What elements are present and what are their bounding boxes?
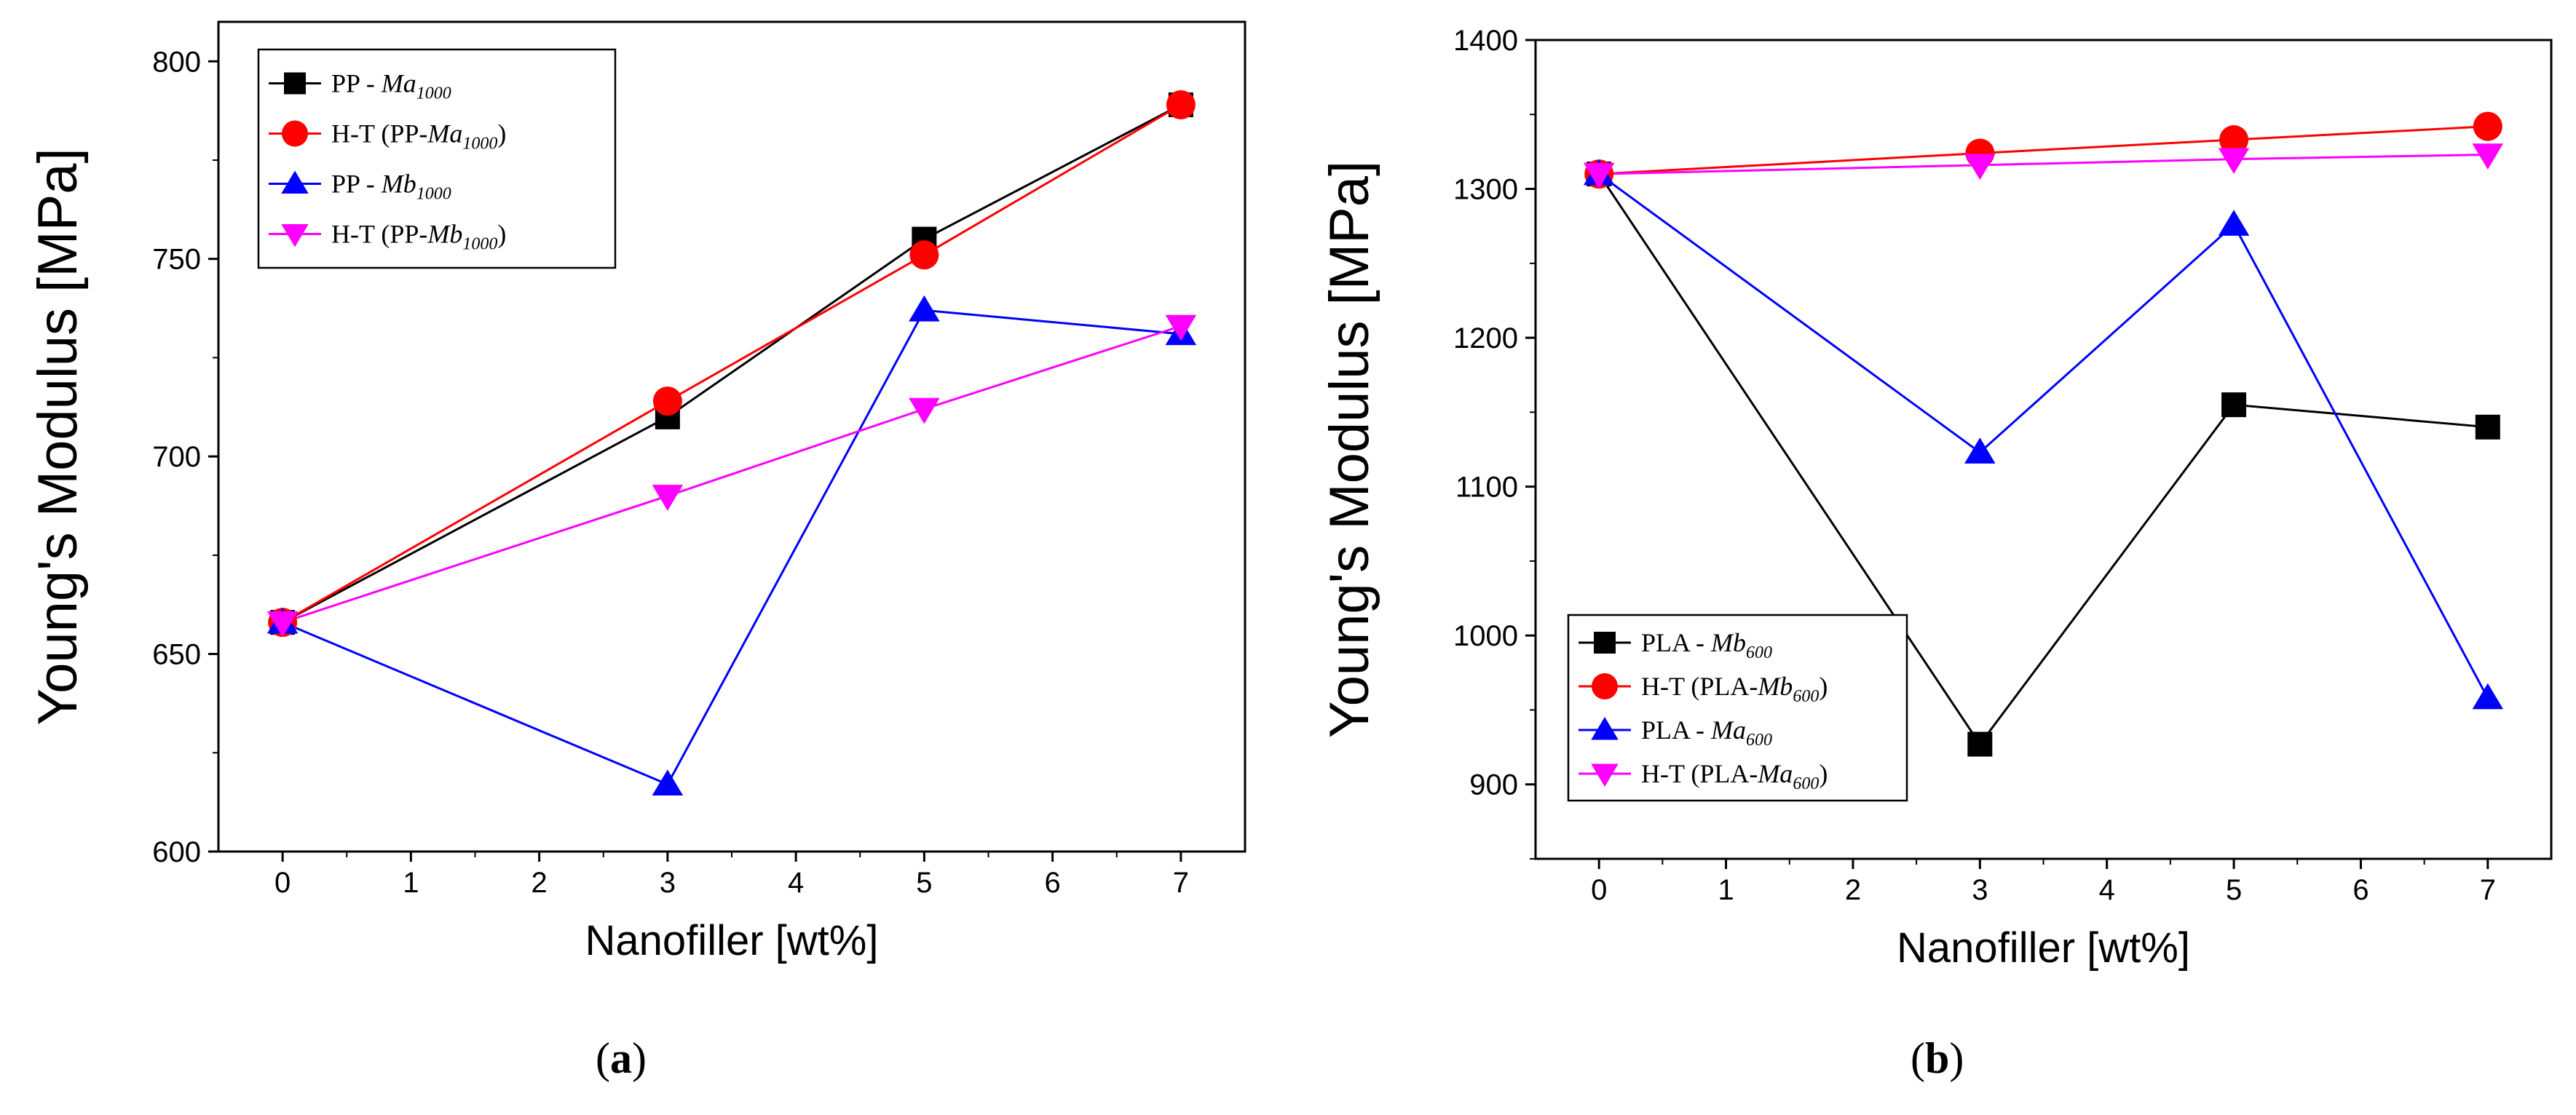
chart-1-series-0-point [2475, 414, 2500, 440]
chart-0-y-tick-label: 800 [152, 46, 201, 78]
chart-0-y-axis-title: Young's Modulus [MPa] [27, 148, 89, 725]
chart-0-x-tick-label: 5 [916, 867, 932, 899]
chart-0-legend-label: PP - Ma1000 [331, 69, 451, 103]
chart-1-legend-marker [1591, 717, 1619, 740]
chart-1-series-3-point [1964, 154, 1996, 180]
chart-0-legend-marker [284, 72, 306, 95]
chart-1-series-2-point [2472, 683, 2504, 710]
chart-1-legend-box [1567, 614, 1908, 802]
chart-1-x-tick-label: 4 [2099, 874, 2115, 906]
chart-1-legend-label: H-T (PLA-Mb600) [1641, 672, 1828, 706]
chart-1-series-0-point [1967, 731, 1993, 757]
chart-1-y-tick-label: 1100 [1455, 472, 1518, 504]
chart-1-y-axis-title: Young's Modulus [MPa] [1319, 161, 1380, 738]
chart-1-series-3-line [1599, 154, 2488, 175]
panel-b-label: (b) [1911, 1034, 1964, 1082]
chart-0-series-1-point [652, 386, 682, 416]
chart-1-series-1-point [2473, 111, 2502, 141]
chart-0-series-1-line [282, 103, 1182, 624]
chart-1-x-tick-label: 6 [2352, 874, 2368, 906]
chart-1-series-3-point [2218, 148, 2250, 175]
chart-1-series-3-point [2472, 143, 2504, 170]
chart-0-series-2-line [282, 309, 1182, 786]
chart-0-x-tick-label: 1 [403, 867, 419, 899]
chart-1-series-2-line [1598, 172, 2489, 699]
chart-0-legend-label: H-T (PP-Mb1000) [331, 220, 506, 254]
chart-1-y-tick-label: 1200 [1453, 322, 1518, 354]
chart-1-series-0-point [2221, 392, 2247, 418]
chart-1-series-1-line [1599, 125, 2488, 175]
chart-0-x-tick-label: 6 [1045, 867, 1061, 899]
chart-1-legend-marker [1591, 763, 1619, 787]
chart-0-x-tick-label: 2 [532, 867, 548, 899]
chart-1-legend-label: PLA - Mb600 [1641, 628, 1772, 662]
chart-0-series-2-point [652, 769, 684, 796]
chart-1-series-2-point [1964, 437, 1996, 464]
chart-1-y-tick-label: 1400 [1453, 25, 1518, 57]
chart-0-y-tick-label: 600 [152, 836, 201, 868]
chart-1-series-0-line [1597, 173, 2488, 747]
chart-1-x-tick-label: 1 [1718, 874, 1734, 906]
chart-panel-a: 0 1 2 3 4 5 6 7 600 650 700 750 800 Nanofiller [wt%] Y… [27, 20, 1246, 1082]
chart-1-x-axis-title: Nanofiller [wt%] [1897, 924, 2190, 972]
chart-1-x-tick-label: 5 [2226, 874, 2242, 906]
chart-0-x-tick-label: 4 [788, 867, 804, 899]
chart-1-legend-marker [1592, 673, 1618, 699]
chart-1-x-tick-label: 7 [2480, 874, 2496, 906]
chart-0-series-3-point [1165, 314, 1197, 341]
chart-1-series-2-point [2218, 210, 2250, 236]
chart-b-svg: 0 1 2 3 4 5 6 7 900 1000 1100 1200 1300 1400 Nanofille… [1319, 25, 2553, 972]
chart-panel-b: 0 1 2 3 4 5 6 7 900 1000 1100 1200 1300 1400 Nanofille… [1288, 0, 2576, 1115]
chart-1-x-tick-label: 2 [1845, 874, 1861, 906]
chart-0-legend-label: H-T (PP-Ma1000) [331, 119, 506, 154]
chart-0-y-tick-label: 750 [152, 244, 201, 276]
chart-0-x-tick-label: 3 [660, 867, 676, 899]
chart-0-legend-marker [281, 224, 309, 247]
chart-a-svg: 0 1 2 3 4 5 6 7 600 650 700 750 800 Nanofiller [wt%] Y… [27, 20, 1246, 964]
chart-1-y-tick-label: 1000 [1453, 620, 1518, 652]
chart-0-series-3-point [266, 611, 299, 638]
chart-0-x-axis-title: Nanofiller [wt%] [585, 917, 879, 964]
chart-0-series-3-point [909, 397, 940, 424]
chart-0-series-2-point [909, 295, 940, 322]
chart-1-y-tick-label: 900 [1469, 769, 1518, 801]
chart-0-series-1-point [909, 240, 939, 270]
chart-0-series-3-point [652, 485, 684, 511]
chart-1-y-tick-label: 1300 [1453, 174, 1518, 206]
chart-0-y-tick-label: 700 [152, 441, 201, 473]
chart-1-series-3-point [1583, 162, 1615, 189]
panel-a-label: (a) [596, 1034, 647, 1082]
chart-0-x-tick-label: 7 [1173, 867, 1189, 899]
chart-0-x-tick-label: 0 [274, 867, 291, 899]
chart-1-legend-label: H-T (PLA-Ma600) [1641, 759, 1828, 793]
chart-0-legend-label: PP - Mb1000 [331, 170, 451, 204]
chart-0-legend-box [257, 48, 617, 269]
chart-1-x-tick-label: 3 [1972, 874, 1988, 906]
chart-1-x-tick-label: 0 [1591, 874, 1607, 906]
chart-0-series-1-point [1166, 90, 1196, 119]
chart-0-series-3-line [282, 325, 1182, 624]
chart-0-legend-marker [282, 120, 308, 147]
chart-0-legend-marker [281, 170, 309, 194]
chart-1-legend-marker [1594, 632, 1616, 654]
chart-1-series-1-point [2219, 125, 2249, 155]
chart-0-y-tick-label: 650 [152, 639, 201, 671]
chart-1-legend-label: PLA - Ma600 [1641, 715, 1772, 750]
